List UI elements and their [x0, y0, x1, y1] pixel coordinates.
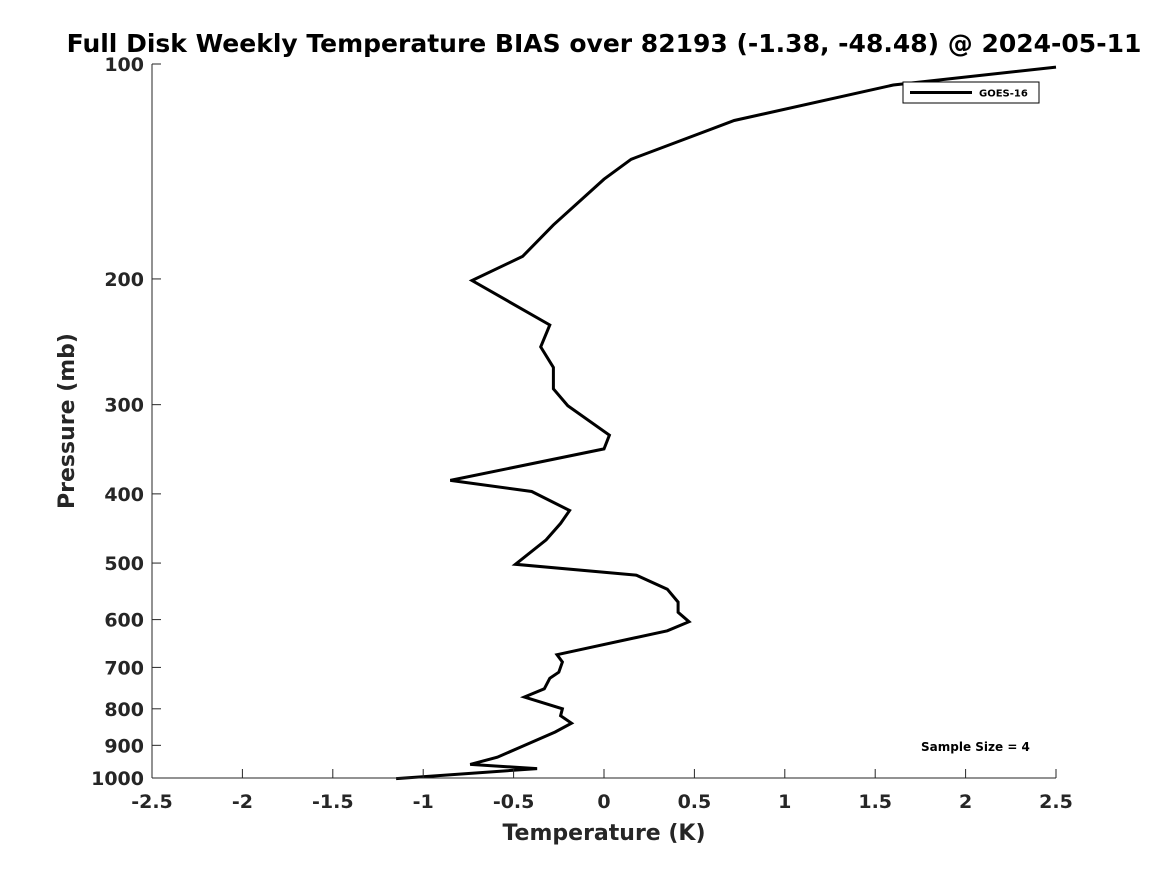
y-tick-label-2: 300	[104, 395, 144, 417]
x-tick-label-1: -2	[232, 791, 253, 813]
y-tick-label-8: 900	[104, 735, 144, 757]
y-tick-label-7: 800	[104, 699, 144, 721]
x-tick-label-10: 2.5	[1039, 791, 1073, 813]
x-tick-label-3: -1	[413, 791, 434, 813]
legend-label-goes-16: GOES-16	[979, 89, 1028, 100]
y-tick-label-5: 600	[104, 610, 144, 632]
y-axis: 100 200 300 400 500 600 700 800 900 1000	[91, 54, 161, 790]
series-line-goes-16	[395, 65, 1057, 781]
x-axis: -2.5 -2 -1.5 -1 -0.5 0 0.5 1 1.5 2 2.5	[131, 769, 1073, 813]
y-tick-label-1: 200	[104, 269, 144, 291]
y-tick-label-0: 100	[104, 54, 144, 76]
y-tick-label-4: 500	[104, 553, 144, 575]
x-axis-label: Temperature (K)	[502, 821, 705, 846]
x-tick-label-0: -2.5	[131, 791, 173, 813]
y-tick-label-9: 1000	[91, 768, 144, 790]
x-tick-label-8: 1.5	[858, 791, 892, 813]
x-tick-label-5: 0	[597, 791, 610, 813]
x-tick-label-7: 1	[778, 791, 791, 813]
legend: GOES-16	[902, 81, 1040, 104]
y-axis-label: Pressure (mb)	[55, 333, 80, 509]
x-tick-label-2: -1.5	[312, 791, 354, 813]
plot-area	[395, 65, 1057, 781]
x-tick-label-9: 2	[959, 791, 972, 813]
chart-title: Full Disk Weekly Temperature BIAS over 8…	[67, 29, 1142, 58]
x-tick-label-4: -0.5	[493, 791, 535, 813]
y-tick-label-6: 700	[104, 657, 144, 679]
x-tick-label-6: 0.5	[678, 791, 712, 813]
sample-size-annotation: Sample Size = 4	[921, 740, 1030, 754]
y-tick-label-3: 400	[104, 484, 144, 506]
